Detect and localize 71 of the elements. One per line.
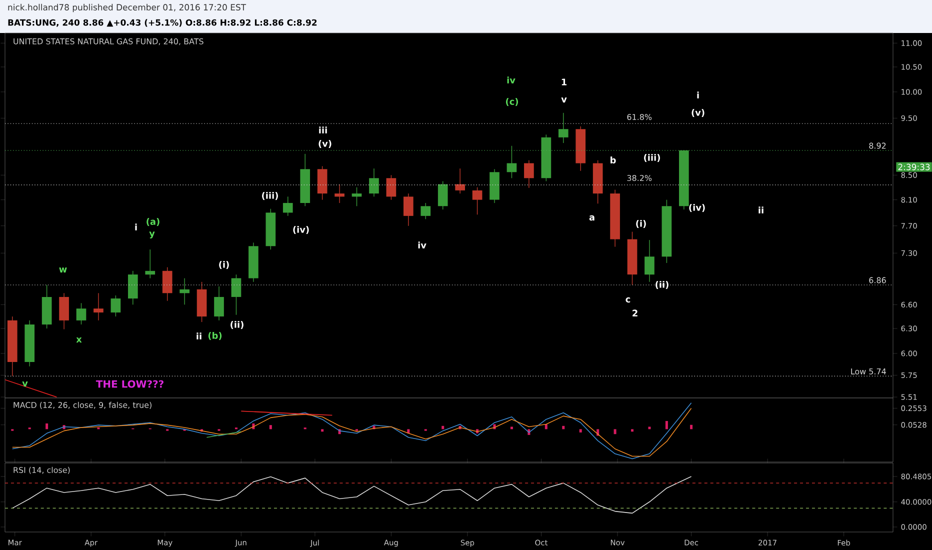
candlestick [386, 174, 396, 200]
annotation: i [697, 92, 699, 98]
annotation: THE LOW??? [96, 380, 164, 388]
bar [442, 426, 444, 430]
candlestick [506, 146, 517, 178]
text: nick.holland78 published December 01, 2016 17:20 EST [8, 4, 246, 12]
candlestick [558, 112, 568, 144]
annotation: ii [196, 332, 202, 340]
candlestick [472, 186, 482, 215]
annotation: (v) [692, 108, 704, 117]
annotation: x [76, 338, 82, 342]
annotation: 2 [632, 310, 638, 316]
candlestick [644, 240, 654, 282]
annotation: y [149, 232, 155, 238]
annotation: (a) [146, 218, 160, 226]
candlestick [145, 249, 156, 279]
annotation: iv [418, 242, 426, 248]
bar [510, 426, 513, 430]
annotation: v [22, 382, 28, 386]
candlestick [334, 184, 344, 204]
annotation: (iii) [644, 154, 660, 162]
annotation: (iv) [293, 226, 309, 234]
bar [269, 425, 272, 430]
annotation: (ii) [656, 281, 668, 289]
annotation: b [610, 156, 616, 164]
bar [614, 429, 616, 434]
annotation: (iv) [689, 204, 705, 212]
annotation: iv [507, 76, 516, 84]
annotation: (iii) [262, 192, 278, 200]
annotation: (v) [318, 140, 332, 148]
candlestick [369, 168, 379, 197]
candlestick [282, 196, 293, 216]
candlestick [128, 270, 138, 306]
bar [544, 424, 548, 430]
bar [46, 423, 48, 430]
bar [579, 429, 582, 432]
annotation: ii [758, 206, 764, 214]
bar [665, 420, 668, 430]
annotation: i [135, 224, 137, 230]
annotation: (ii) [230, 321, 244, 329]
annotation: c [626, 297, 630, 303]
candlestick [162, 266, 172, 302]
candlestick [110, 295, 121, 317]
candlestick [403, 193, 414, 226]
annotation: (i) [636, 220, 646, 228]
annotation: v [561, 98, 567, 102]
candlestick [59, 292, 69, 330]
annotation: (c) [506, 98, 518, 106]
annotation: 1 [562, 78, 567, 86]
candlestick [180, 278, 190, 306]
candlestick [420, 202, 431, 220]
candlestick [455, 168, 465, 194]
bar [631, 429, 634, 432]
annotation: (b) [208, 332, 222, 340]
annotation: a [589, 215, 594, 221]
candlestick [231, 274, 242, 316]
candlestick [94, 292, 104, 321]
bar [321, 429, 324, 432]
bar [690, 424, 693, 430]
text: 2:39:33 [898, 164, 930, 170]
annotation: w [59, 268, 67, 272]
chart-subtitle: BATS:UNG, 240 8.86 ▲+0.43 (+5.1%) O:8.86 H:8.92 L:8.86 C:8.92 [8, 19, 317, 27]
annotation: (i) [219, 261, 229, 269]
candlestick [352, 186, 362, 206]
candlestick [438, 180, 448, 210]
annotation: iii [319, 126, 327, 134]
candlestick [524, 160, 534, 188]
candlestick [76, 302, 86, 325]
bar [648, 426, 651, 430]
candlestick [214, 286, 224, 321]
bar [562, 426, 565, 430]
